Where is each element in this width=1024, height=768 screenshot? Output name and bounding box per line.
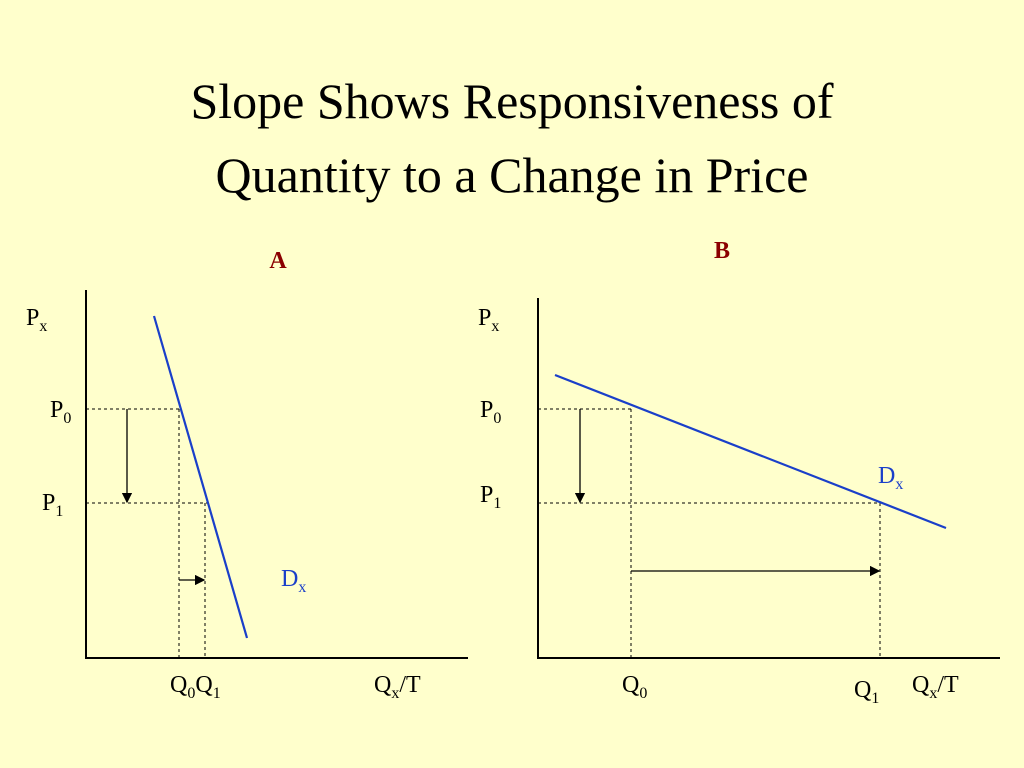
p0-label: P0	[50, 397, 71, 427]
title-line: Quantity to a Change in Price	[216, 147, 809, 203]
q0-label: Q0	[622, 672, 647, 702]
demand-curve	[554, 373, 947, 530]
title-line: Slope Shows Responsiveness of	[190, 73, 833, 129]
panel-a: A Px P0 P1 Dx Q0Q1 Qx/T	[26, 248, 468, 702]
demand-curve	[152, 315, 249, 639]
p1-label: P1	[480, 482, 501, 512]
x-axis-label: Qx/T	[912, 672, 959, 702]
y-axis-label: Px	[26, 305, 47, 335]
x-axis-label: Qx/T	[374, 672, 421, 702]
p0-label: P0	[480, 397, 501, 427]
q-labels: Q0Q1	[170, 672, 221, 702]
panel-label: B	[714, 238, 730, 264]
p1-label: P1	[42, 490, 63, 520]
curve-label: Dx	[281, 566, 306, 596]
curve-label: Dx	[878, 463, 903, 493]
panel-label: A	[269, 248, 287, 274]
y-axis-label: Px	[478, 305, 499, 335]
q1-label: Q1	[854, 677, 879, 707]
panel-b: B Px P0 P1 Dx Q0 Q1 Qx/T	[478, 238, 1000, 707]
